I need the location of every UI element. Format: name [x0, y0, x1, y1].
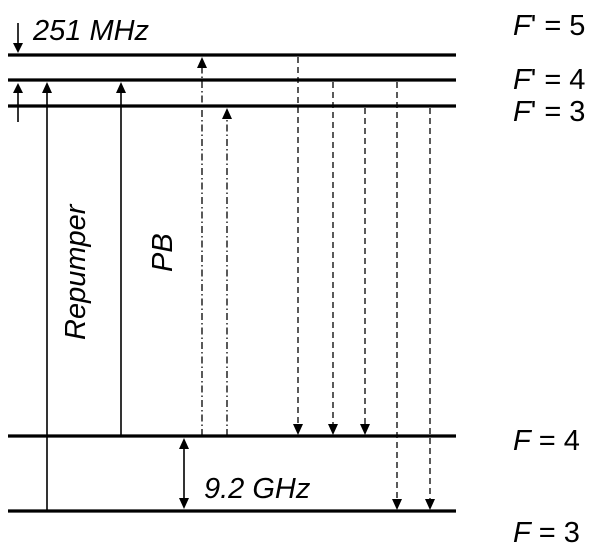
- decay-f-prime-5-to-f-4-head: [293, 424, 303, 435]
- repumper-arrowhead: [42, 82, 52, 93]
- level-label-f-3: F = 3: [513, 517, 580, 549]
- decay-f-prime-4-to-f-4-head: [328, 424, 338, 435]
- ground-splitting-label: 9.2 GHz: [204, 473, 311, 505]
- decay-f-prime-4-to-f-3-head: [392, 499, 402, 510]
- excitation-arrow-to-f-prime-5-head: [197, 57, 207, 68]
- ground-splitting-arrowhead-up: [179, 438, 189, 449]
- repumper-label: Repumper: [60, 203, 92, 340]
- level-label-f-4: F = 4: [513, 425, 580, 457]
- excitation-arrow-to-f-prime-3-head: [222, 108, 232, 119]
- level-label-f-prime-3: F' = 3: [513, 96, 585, 128]
- level-label-f-prime-4: F' = 4: [513, 64, 585, 96]
- excited-splitting-label: 251 MHz: [32, 15, 150, 47]
- decay-f-prime-3-to-f-4-head: [360, 424, 370, 435]
- level-label-f-prime-5: F' = 5: [513, 10, 585, 42]
- probe-beam-label: PB: [147, 233, 179, 272]
- splitting-marker-arrowhead-up: [13, 83, 23, 93]
- decay-f-prime-3-to-f-3-head: [425, 499, 435, 510]
- splitting-marker-arrowhead-down: [13, 43, 23, 53]
- ground-splitting-arrowhead-down: [179, 498, 189, 509]
- probe-beam-arrowhead: [116, 82, 126, 93]
